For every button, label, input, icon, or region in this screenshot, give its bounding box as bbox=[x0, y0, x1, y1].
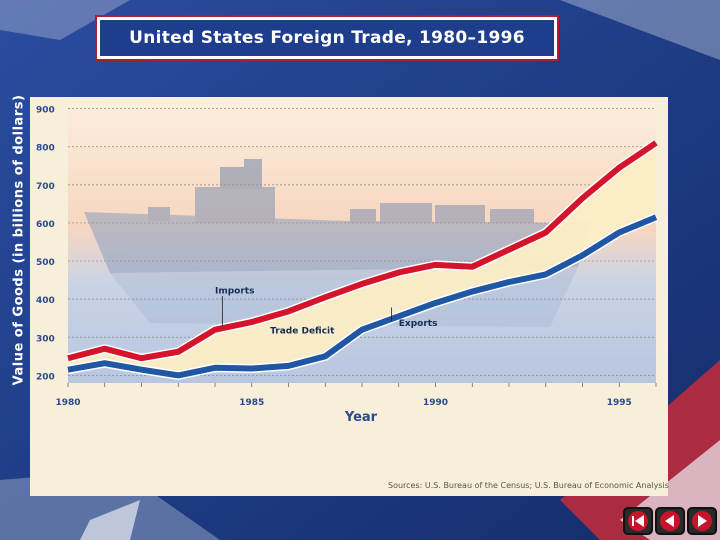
y-tick-label-800: 800 bbox=[36, 144, 55, 154]
y-tick-label-500: 500 bbox=[36, 258, 55, 268]
y-axis-ticks: 200 300 400 500 600 700 800 900 bbox=[36, 106, 55, 383]
y-tick-label-600: 600 bbox=[36, 220, 55, 230]
previous-slide-button[interactable] bbox=[657, 509, 683, 533]
y-tick-label-300: 300 bbox=[36, 334, 55, 344]
title-banner: United States Foreign Trade, 1980–1996 bbox=[97, 17, 557, 59]
y-tick-label-200: 200 bbox=[36, 372, 55, 382]
x-tick-label-1980: 1980 bbox=[55, 398, 80, 408]
annotations: Imports Trade Deficit Exports bbox=[215, 286, 437, 336]
next-slide-icon bbox=[692, 511, 712, 531]
x-tick-label-1990: 1990 bbox=[423, 398, 448, 408]
y-axis-label: Value of Goods (in billions of dollars) bbox=[11, 94, 27, 386]
first-slide-button[interactable] bbox=[625, 509, 651, 533]
x-axis-label: Year bbox=[344, 410, 378, 425]
x-tick-label-1995: 1995 bbox=[607, 398, 632, 408]
exports-line bbox=[67, 214, 658, 379]
previous-slide-icon bbox=[660, 511, 680, 531]
source-note: Sources: U.S. Bureau of the Census; U.S.… bbox=[388, 481, 669, 490]
y-tick-label-900: 900 bbox=[36, 106, 55, 116]
x-tick-label-1985: 1985 bbox=[239, 398, 264, 408]
x-axis-ticks: 1980 1985 1990 1995 bbox=[55, 383, 657, 408]
annotation-exports: Exports bbox=[399, 319, 438, 329]
line-chart: 200 300 400 500 600 700 800 900 1980 1985 1990 199… bbox=[36, 101, 659, 425]
annotation-imports: Imports bbox=[215, 286, 254, 296]
first-slide-icon bbox=[628, 511, 648, 531]
chart-title: United States Foreign Trade, 1980–1996 bbox=[129, 28, 525, 48]
series-lines bbox=[66, 139, 659, 380]
y-tick-label-700: 700 bbox=[36, 182, 55, 192]
imports-line bbox=[67, 140, 658, 362]
y-tick-label-400: 400 bbox=[36, 296, 55, 306]
next-slide-button[interactable] bbox=[689, 509, 715, 533]
annotation-trade-deficit: Trade Deficit bbox=[270, 326, 335, 336]
chart-panel: 200 300 400 500 600 700 800 900 1980 1985 1990 199… bbox=[30, 97, 668, 496]
